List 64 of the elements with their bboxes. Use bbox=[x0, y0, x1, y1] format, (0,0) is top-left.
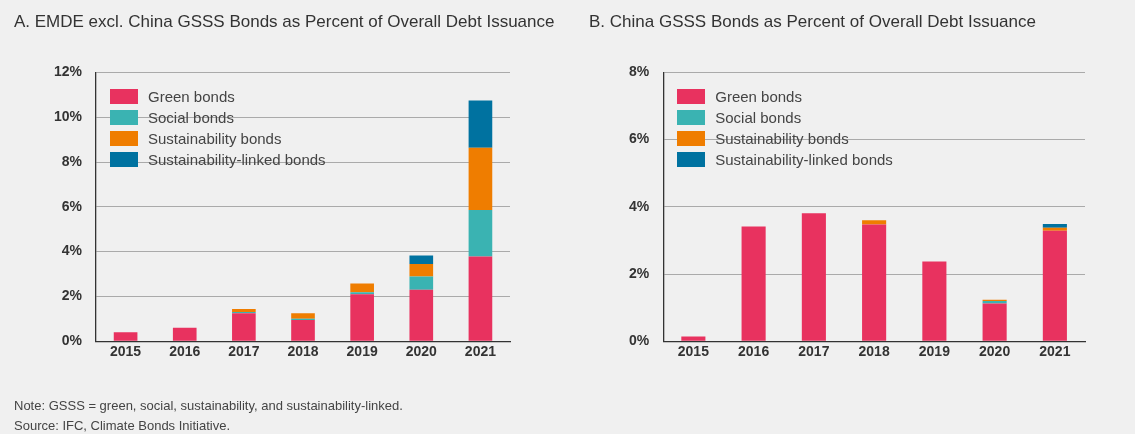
x-tick-label: 2016 bbox=[738, 343, 770, 360]
x-tick-label: 2019 bbox=[346, 343, 378, 360]
bar bbox=[350, 294, 374, 341]
y-tick-label: 8% bbox=[629, 63, 650, 80]
bar bbox=[982, 303, 1007, 341]
chart-title: B. China GSSS Bonds as Percent of Overall Debt Issuance bbox=[589, 12, 1036, 32]
bar bbox=[232, 313, 256, 341]
x-tick-label: 2021 bbox=[464, 343, 497, 360]
bar bbox=[291, 313, 315, 319]
legend-label: Sustainability bonds bbox=[715, 129, 849, 150]
legend-label: Social bonds bbox=[715, 108, 802, 129]
bar bbox=[409, 276, 434, 290]
bar bbox=[409, 289, 434, 341]
bar bbox=[409, 255, 434, 264]
x-tick-label: 2016 bbox=[169, 343, 201, 360]
bar bbox=[1042, 230, 1067, 341]
bar bbox=[922, 261, 947, 341]
y-tick-label: 0% bbox=[629, 332, 650, 349]
bar bbox=[172, 327, 197, 341]
bar bbox=[113, 332, 138, 341]
y-tick-label: 0% bbox=[61, 332, 83, 349]
legend-label: Green bonds bbox=[715, 87, 802, 108]
bar bbox=[468, 256, 493, 341]
bar bbox=[862, 220, 887, 225]
bar bbox=[291, 319, 315, 341]
y-tick-label: 8% bbox=[61, 152, 83, 169]
bar bbox=[801, 213, 826, 341]
bar bbox=[350, 283, 374, 293]
y-tick-label: 12% bbox=[53, 63, 83, 80]
y-tick-label: 4% bbox=[629, 197, 650, 214]
x-tick-label: 2015 bbox=[110, 343, 142, 360]
x-tick-label: 2020 bbox=[979, 343, 1011, 360]
text: Note: GSSS = green, social, sustainability, and sustainability-linked. bbox=[14, 397, 403, 415]
y-tick-label: 2% bbox=[61, 287, 83, 304]
y-tick-label: 10% bbox=[53, 108, 83, 125]
x-tick-label: 2017 bbox=[228, 343, 260, 360]
legend-label: Sustainability-linked bonds bbox=[715, 150, 893, 171]
legend-label: Sustainability-linked bonds bbox=[148, 150, 326, 171]
x-tick-label: 2015 bbox=[677, 343, 710, 360]
source-note: Source: IFC, Climate Bonds Initiative. bbox=[14, 417, 232, 434]
bar bbox=[468, 147, 493, 210]
bar bbox=[1042, 227, 1067, 231]
x-tick-label: 2018 bbox=[858, 343, 890, 360]
chart-title: A. EMDE excl. China GSSS Bonds as Percent of Overall Debt Issuance bbox=[14, 12, 555, 32]
x-tick-label: 2018 bbox=[287, 343, 319, 360]
bar bbox=[468, 209, 493, 257]
bar bbox=[409, 263, 434, 277]
x-tick-label: 2017 bbox=[798, 343, 830, 360]
bar bbox=[232, 308, 256, 313]
bar bbox=[1042, 223, 1067, 228]
y-tick-label: 4% bbox=[61, 242, 83, 259]
bar bbox=[468, 100, 493, 148]
legend-label: Social bonds bbox=[148, 108, 234, 129]
legend-label: Green bonds bbox=[148, 87, 235, 108]
y-tick-label: 6% bbox=[629, 130, 650, 147]
y-tick-label: 2% bbox=[629, 264, 650, 281]
y-tick-label: 6% bbox=[61, 197, 83, 214]
x-tick-label: 2021 bbox=[1039, 343, 1071, 360]
bar bbox=[741, 226, 766, 341]
x-tick-label: 2020 bbox=[405, 343, 438, 360]
legend-label: Sustainability bonds bbox=[148, 129, 282, 150]
x-tick-label: 2019 bbox=[918, 343, 951, 360]
bar bbox=[862, 224, 887, 341]
bar bbox=[681, 336, 706, 341]
